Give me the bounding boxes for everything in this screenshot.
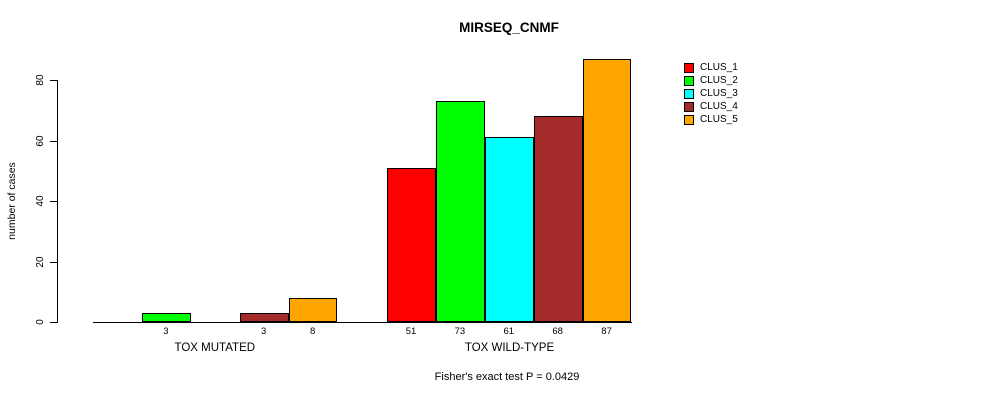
y-axis-line [57,80,58,323]
bar-value-label: 3 [163,326,169,337]
legend-label: CLUS_5 [700,114,738,125]
bar-clus_1-group2 [387,168,436,322]
legend-item: CLUS_2 [684,74,738,87]
legend-item: CLUS_5 [684,113,738,126]
bar-clus_2-group1 [141,313,191,322]
legend-swatch-icon [684,88,694,99]
bar-value-label: 68 [552,326,563,337]
legend-item: CLUS_3 [684,87,738,100]
y-axis-tick [50,261,57,263]
category-label-tox-mutated: TOX MUTATED [174,342,256,354]
bar-clus_5-group2 [582,59,632,322]
legend-swatch-icon [684,62,694,73]
y-axis-tick-label: 80 [35,74,46,86]
y-axis-tick-label: 0 [35,319,46,325]
legend: CLUS_1 CLUS_2 CLUS_3 CLUS_4 CLUS_5 [684,61,738,126]
legend-swatch-icon [684,75,694,86]
caption-fisher-test: Fisher's exact test P = 0.0429 [434,371,580,383]
y-axis-tick-label: 40 [35,195,46,207]
category-label-tox-wild-type: TOX WILD-TYPE [464,342,555,354]
y-axis-tick [50,201,57,202]
legend-item: CLUS_4 [684,100,738,113]
x-axis-baseline [93,322,632,323]
y-axis-tick-label: 60 [35,134,46,147]
bar-value-label: 3 [261,326,267,337]
bar-value-label: 8 [309,326,316,337]
legend-label: CLUS_4 [700,101,738,112]
legend-item: CLUS_1 [684,61,738,74]
chart-title: MIRSEQ_CNMF [459,20,559,35]
y-axis-tick [50,80,57,81]
bar-value-label: 61 [503,326,515,337]
legend-label: CLUS_2 [700,75,738,86]
legend-swatch-icon [684,114,694,125]
y-axis-tick [50,322,57,323]
legend-swatch-icon [684,101,694,112]
bar-clus_3-group2 [484,137,534,322]
bar-clus_4-group1 [239,313,289,322]
legend-label: CLUS_3 [700,88,738,99]
legend-label: CLUS_1 [700,62,738,73]
y-axis-tick [50,140,57,142]
bar-clus_5-group1 [288,298,338,322]
y-axis-tick-label: 20 [35,255,46,268]
y-axis-label: number of cases [6,162,18,240]
bar-value-label: 51 [405,326,417,337]
bar-value-label: 87 [601,326,612,337]
bar-clus_4-group2 [533,116,583,322]
bar-clus_2-group2 [435,101,485,322]
bar-value-label: 73 [454,326,466,337]
